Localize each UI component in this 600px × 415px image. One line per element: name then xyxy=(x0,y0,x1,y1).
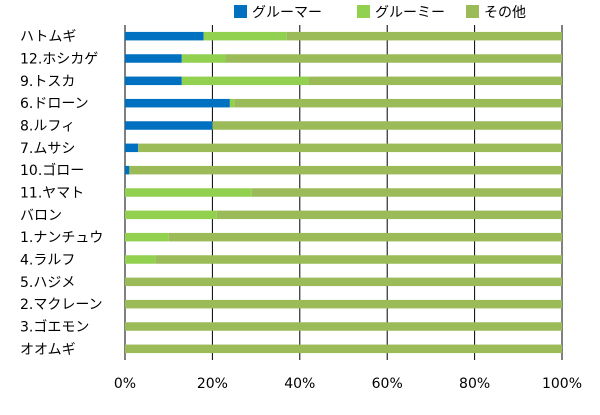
category-label: 9.トスカ xyxy=(20,74,75,90)
bar-segment-series-1 xyxy=(229,98,235,108)
bar-segment-series-2 xyxy=(125,322,562,331)
bar-segment-series-2 xyxy=(125,299,562,309)
category-label: ハトムギ xyxy=(20,29,76,45)
legend-swatch xyxy=(234,5,247,18)
bar-segment-series-2 xyxy=(125,277,562,287)
bar-segment-series-0 xyxy=(125,76,182,86)
category-label: 2.マクレーン xyxy=(20,297,103,313)
x-tick-label: 80% xyxy=(459,376,490,392)
category-label: 1.ナンチュウ xyxy=(20,230,103,246)
legend-label: グルーマー xyxy=(252,5,322,21)
category-label: バロン xyxy=(20,208,62,224)
bar-segment-series-1 xyxy=(125,188,252,197)
bar-segment-series-1 xyxy=(181,54,226,63)
legend-label: グルーミー xyxy=(375,5,445,21)
bar-segment-series-2 xyxy=(138,143,563,153)
bar-segment-series-1 xyxy=(181,76,309,86)
bar-segment-series-2 xyxy=(308,76,562,86)
category-label: 11.ヤマト xyxy=(20,186,84,202)
bar-segment-series-2 xyxy=(234,98,562,108)
bar-segment-series-0 xyxy=(125,165,130,175)
category-label: 7.ムサシ xyxy=(20,141,75,157)
x-tick-label: 100% xyxy=(542,376,582,392)
bar-segment-series-2 xyxy=(129,165,562,175)
bar-segment-series-2 xyxy=(251,188,563,197)
bar-segment-series-2 xyxy=(286,31,562,41)
category-label: オオムギ xyxy=(20,342,76,358)
category-label: 4.ラルフ xyxy=(20,253,75,269)
category-label: 6.ドローン xyxy=(20,96,89,112)
category-label: 12.ホシカゲ xyxy=(20,52,98,68)
bar-segment-series-1 xyxy=(125,232,169,242)
bar-segment-series-2 xyxy=(155,255,562,264)
x-tick-label: 20% xyxy=(197,376,228,392)
x-tick-labels: 0% 20% 40% 60% 80% 100% xyxy=(114,376,582,392)
bar-segment-series-0 xyxy=(125,54,182,63)
bar-segment-series-0 xyxy=(125,31,204,41)
x-tick-label: 40% xyxy=(284,376,315,392)
category-label: 8.ルフィ xyxy=(20,119,75,135)
bar-segment-series-2 xyxy=(212,121,562,130)
category-label: 3.ゴエモン xyxy=(20,319,89,336)
category-label: 5.ハジメ xyxy=(20,275,75,291)
bar-segment-series-2 xyxy=(168,232,562,242)
x-tick-label: 0% xyxy=(114,376,136,392)
bar-segment-series-1 xyxy=(125,255,156,264)
bar-segment-series-2 xyxy=(225,54,562,63)
legend-swatch xyxy=(466,5,479,18)
category-labels: ハトムギ 12.ホシカゲ 9.トスカ 6.ドローン 8.ルフィ 7.ムサシ 10.ゴロー 11… xyxy=(20,29,103,358)
legend-label: その他 xyxy=(484,5,526,21)
bar-segment-series-2 xyxy=(216,210,562,220)
legend-swatch xyxy=(357,5,370,18)
bar-segment-series-1 xyxy=(203,31,287,41)
bar-segment-series-0 xyxy=(125,121,213,130)
category-label: 10.ゴロー xyxy=(20,162,84,179)
bars xyxy=(125,31,563,354)
bar-segment-series-1 xyxy=(125,210,217,220)
bar-segment-series-0 xyxy=(125,143,139,153)
bar-segment-series-2 xyxy=(125,344,562,354)
x-tick-label: 60% xyxy=(372,376,403,392)
legend: グルーマー グルーミー その他 xyxy=(234,5,526,21)
bar-segment-series-0 xyxy=(125,98,230,108)
